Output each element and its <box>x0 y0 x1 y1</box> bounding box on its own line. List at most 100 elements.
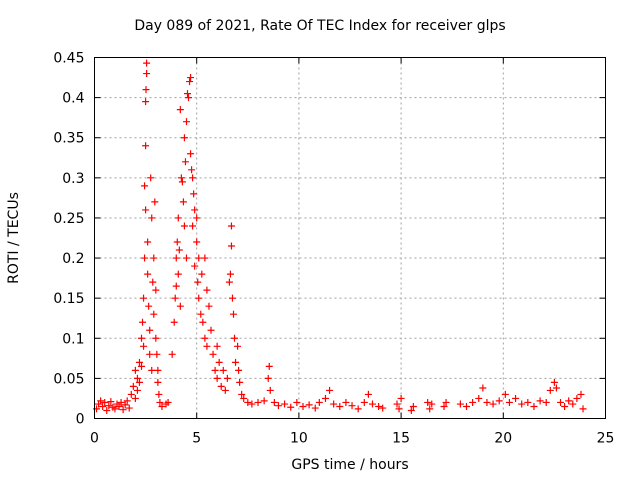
data-point <box>174 214 182 222</box>
data-point <box>209 350 217 358</box>
data-point <box>141 182 149 190</box>
data-point <box>579 405 587 413</box>
data-point <box>483 398 491 406</box>
data-point <box>172 282 180 290</box>
data-point <box>321 394 329 402</box>
data-point <box>395 405 403 413</box>
y-tick-label: 0.05 <box>53 371 84 387</box>
y-tick-label: 0.35 <box>53 131 84 147</box>
data-point <box>179 198 187 206</box>
data-point <box>348 402 356 410</box>
data-point <box>195 254 203 262</box>
data-point <box>146 350 154 358</box>
y-tick-label: 0 <box>76 412 85 428</box>
data-point <box>111 405 119 413</box>
data-point <box>133 374 141 382</box>
data-point <box>360 398 368 406</box>
x-tick-label: 15 <box>392 431 410 447</box>
data-point <box>270 398 278 406</box>
data-point <box>442 398 450 406</box>
data-point <box>194 278 202 286</box>
data-point <box>231 334 239 342</box>
data-point <box>140 342 148 350</box>
data-point <box>182 254 190 262</box>
data-point <box>217 382 225 390</box>
data-point <box>219 366 227 374</box>
data-point <box>142 86 150 94</box>
data-point <box>260 397 268 405</box>
data-point <box>426 405 434 413</box>
x-tick-label: 10 <box>290 431 308 447</box>
data-point <box>336 402 344 410</box>
data-point <box>407 406 415 414</box>
data-point <box>248 400 256 408</box>
y-tick-label: 0.3 <box>62 171 84 187</box>
data-point <box>569 400 577 408</box>
data-point <box>354 405 362 413</box>
data-point <box>164 398 172 406</box>
data-point <box>129 382 137 390</box>
data-point <box>189 222 197 230</box>
axis-ticks: 0 5 10 15 20 25 0 0.05 0.1 0.15 0.2 0.25 0.3 0.35 0.4 0… <box>53 51 614 447</box>
data-point <box>409 402 417 410</box>
data-point <box>518 400 526 408</box>
data-point <box>99 402 107 410</box>
data-point <box>235 366 243 374</box>
data-point <box>530 402 538 410</box>
data-point <box>197 310 205 318</box>
data-point <box>203 342 211 350</box>
data-point <box>173 238 181 246</box>
data-point <box>440 402 448 410</box>
data-point <box>139 318 147 326</box>
data-point <box>175 246 183 254</box>
data-point <box>103 406 111 414</box>
data-point <box>205 302 213 310</box>
data-point <box>142 206 150 214</box>
data-point <box>456 400 464 408</box>
data-point <box>234 342 242 350</box>
data-point <box>148 214 156 222</box>
data-point <box>156 398 164 406</box>
chart-title: Day 089 of 2021, Rate Of TEC Index for r… <box>134 18 506 34</box>
y-tick-label: 0.4 <box>62 91 84 107</box>
data-point <box>131 366 139 374</box>
data-point <box>154 366 162 374</box>
data-point <box>187 74 195 82</box>
data-point <box>225 278 233 286</box>
data-point <box>181 158 189 166</box>
data-point <box>148 366 156 374</box>
data-point <box>265 362 273 370</box>
data-point <box>138 362 146 370</box>
data-point <box>305 401 313 409</box>
data-point <box>254 398 262 406</box>
data-point <box>227 222 235 230</box>
data-point <box>171 294 179 302</box>
data-point <box>189 174 197 182</box>
data-point <box>550 378 558 386</box>
data-point <box>141 254 149 262</box>
data-point <box>172 254 180 262</box>
data-point <box>397 394 405 402</box>
data-point <box>424 398 432 406</box>
data-point <box>140 294 148 302</box>
data-point <box>144 238 152 246</box>
data-point <box>180 222 188 230</box>
data-point <box>138 334 146 342</box>
data-point <box>182 118 190 126</box>
data-point <box>213 374 221 382</box>
data-point <box>463 402 471 410</box>
data-point <box>379 404 387 412</box>
data-point <box>193 214 201 222</box>
data-point <box>187 150 195 158</box>
y-axis-label: ROTI / TECUs <box>6 192 22 284</box>
data-point <box>228 294 236 302</box>
y-tick-label: 0.1 <box>62 331 84 347</box>
data-point <box>146 326 154 334</box>
data-point <box>201 334 209 342</box>
data-points <box>93 59 587 414</box>
data-point <box>119 406 127 414</box>
data-point <box>238 390 246 398</box>
x-axis-label: GPS time / hours <box>291 457 409 473</box>
data-point <box>123 397 131 405</box>
data-point <box>131 394 139 402</box>
